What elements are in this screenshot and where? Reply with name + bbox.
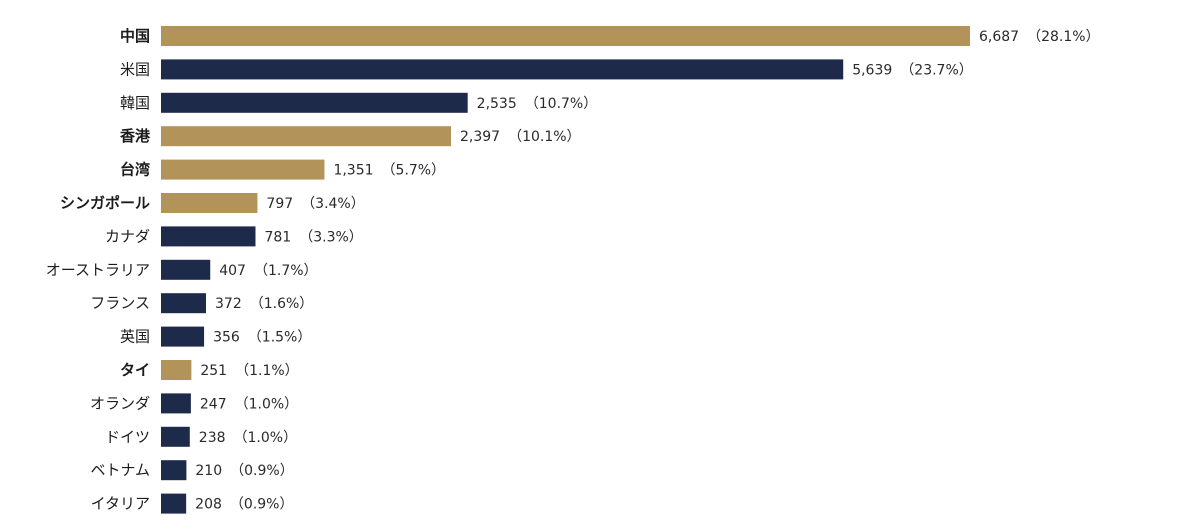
bar — [161, 159, 325, 180]
value-label: 210 — [195, 463, 222, 479]
bar — [161, 26, 970, 46]
percent-label: （1.7%） — [254, 263, 318, 279]
percent-label: （28.1%） — [1027, 29, 1099, 45]
percent-label: （23.7%） — [900, 62, 972, 78]
value-label: 2,535 — [477, 96, 517, 112]
category-label: 韓国 — [120, 94, 150, 112]
category-label: 中国 — [120, 27, 150, 45]
value-label: 2,397 — [460, 129, 500, 145]
bar — [161, 259, 211, 280]
bar — [161, 426, 190, 447]
value-label: 208 — [195, 497, 222, 513]
value-label: 797 — [266, 196, 293, 212]
bar — [161, 360, 192, 380]
percent-label: （1.5%） — [248, 330, 312, 346]
category-label: カナダ — [105, 227, 150, 245]
percent-label: （1.0%） — [234, 430, 298, 446]
value-label: 1,351 — [333, 163, 373, 179]
percent-label: （1.1%） — [235, 363, 299, 379]
percent-label: （1.0%） — [235, 396, 299, 412]
percent-label: （0.9%） — [230, 463, 294, 479]
bar — [161, 393, 191, 414]
category-label: フランス — [90, 294, 150, 312]
category-label: 英国 — [120, 328, 150, 346]
percent-label: （10.1%） — [508, 129, 580, 145]
bar — [161, 126, 451, 147]
category-label: ドイツ — [105, 428, 150, 446]
category-label: ベトナム — [90, 461, 150, 479]
value-label: 372 — [215, 296, 242, 312]
bar — [161, 326, 205, 347]
category-label: 米国 — [120, 60, 150, 78]
value-label: 251 — [200, 363, 227, 379]
percent-label: （3.4%） — [301, 196, 365, 212]
value-label: 247 — [200, 396, 227, 412]
percent-label: （3.3%） — [299, 229, 363, 245]
category-label: オランダ — [90, 394, 150, 412]
value-label: 5,639 — [852, 62, 892, 78]
category-label: オーストラリア — [46, 261, 150, 279]
bar — [161, 92, 468, 113]
bar — [161, 226, 256, 247]
value-label: 356 — [213, 330, 240, 346]
category-label: イタリア — [91, 495, 150, 513]
percent-label: （5.7%） — [382, 163, 446, 179]
category-label: シンガポール — [60, 194, 150, 212]
bar — [161, 193, 258, 213]
bar — [161, 460, 187, 481]
value-label: 781 — [264, 229, 291, 245]
category-label: 香港 — [120, 127, 151, 145]
percent-label: （1.6%） — [250, 296, 314, 312]
bar — [161, 493, 187, 514]
bar — [161, 293, 207, 314]
category-label: 台湾 — [120, 161, 150, 179]
percent-label: （0.9%） — [230, 497, 294, 513]
category-label: タイ — [120, 361, 150, 379]
percent-label: （10.7%） — [525, 96, 597, 112]
bar — [161, 59, 844, 80]
value-label: 407 — [219, 263, 246, 279]
value-label: 6,687 — [979, 29, 1019, 45]
value-label: 238 — [199, 430, 226, 446]
